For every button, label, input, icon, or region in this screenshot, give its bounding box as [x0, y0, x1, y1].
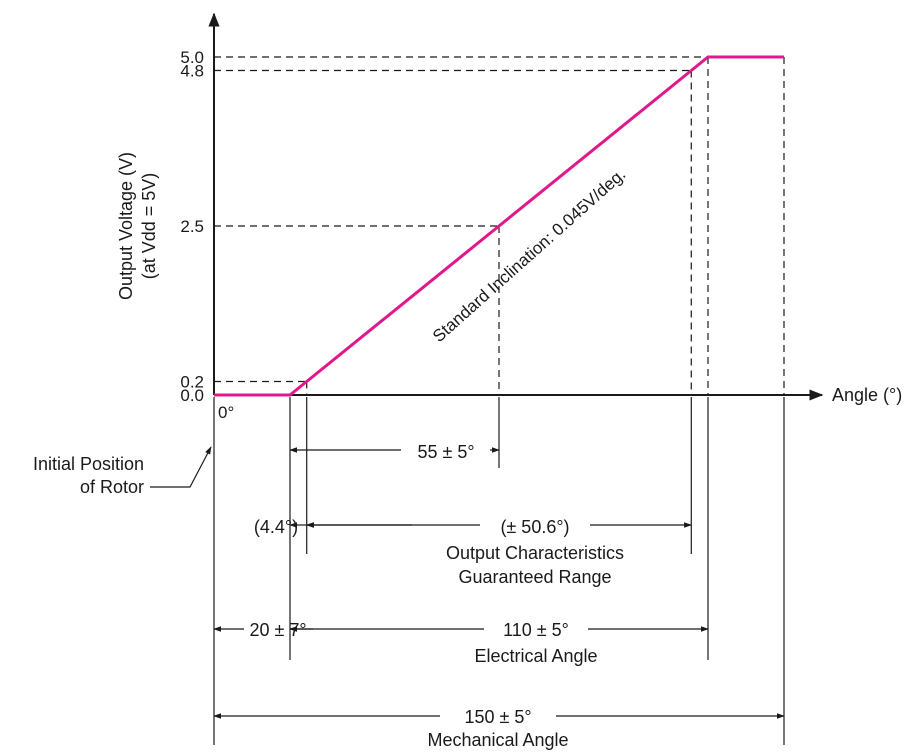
output-voltage-line: [214, 55, 784, 397]
mechanical-angle-label: Mechanical Angle: [427, 730, 568, 750]
dim-110-label: 110 ± 5°: [503, 620, 569, 640]
x-axis-label: Angle (°): [832, 385, 902, 405]
dim-150-label: 150 ± 5°: [464, 707, 531, 727]
guaranteed-range-line1: Output Characteristics: [446, 543, 624, 563]
x-origin-label: 0°: [218, 403, 234, 422]
y-axis-label-line2: (at Vdd = 5V): [139, 173, 159, 280]
initial-position-line1: Initial Position: [33, 454, 144, 474]
y-tick-labels: 0.00.2 2.5 4.85.0: [180, 48, 204, 405]
guide-lines: [214, 56, 785, 395]
y-axis-label-line1: Output Voltage (V): [116, 152, 136, 300]
initial-position-leader: [150, 446, 212, 488]
y-tick-label-1: 0.2: [180, 372, 204, 391]
series-layer: [214, 55, 784, 397]
dim-50-6-label: (± 50.6°): [500, 517, 569, 537]
y-tick-label-3: 4.8: [180, 62, 204, 81]
slope-label: Standard Inclination: 0.045V/deg.: [429, 165, 629, 346]
y-tick-label-2: 2.5: [180, 217, 204, 236]
dim-20-label: 20 ± 7°: [249, 620, 306, 640]
guaranteed-range-line2: Guaranteed Range: [458, 567, 611, 587]
y-tick-label-0: 0.0: [180, 386, 204, 405]
initial-position-line2: of Rotor: [80, 477, 144, 497]
dim-4-4-label: (4.4°): [254, 517, 298, 537]
electrical-angle-label: Electrical Angle: [474, 646, 597, 666]
y-tick-label-4: 5.0: [180, 48, 204, 67]
dimension-lines: [213, 397, 785, 745]
dim-55-label: 55 ± 5°: [417, 442, 474, 462]
